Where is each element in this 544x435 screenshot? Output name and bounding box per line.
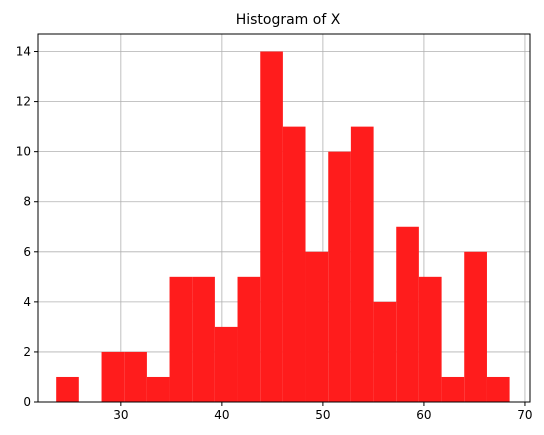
x-tick-label: 60 xyxy=(416,408,431,422)
x-tick-label: 50 xyxy=(315,408,330,422)
histogram-bar xyxy=(192,276,215,402)
histogram-bar xyxy=(56,376,79,402)
y-tick-label: 6 xyxy=(23,245,31,259)
histogram-bar xyxy=(146,376,170,402)
histogram-bar xyxy=(328,151,351,402)
histogram-bar xyxy=(101,351,125,402)
histogram-bar xyxy=(260,51,283,403)
histogram-bar xyxy=(418,276,442,402)
histogram-bar xyxy=(305,251,329,402)
histogram-bar xyxy=(373,301,397,402)
plot-frame xyxy=(37,33,531,403)
x-tick-label: 70 xyxy=(517,408,532,422)
y-tick-label: 14 xyxy=(16,45,31,59)
y-tick-label: 10 xyxy=(16,145,31,159)
histogram-bar xyxy=(396,226,419,402)
histogram-bar xyxy=(169,276,193,402)
histogram-bar xyxy=(350,126,374,402)
x-tick-label: 30 xyxy=(113,408,128,422)
histogram-bar xyxy=(124,351,147,402)
y-tick-label: 0 xyxy=(23,395,31,409)
chart-title: Histogram of X xyxy=(236,12,341,28)
x-tick-label: 40 xyxy=(214,408,229,422)
histogram-bar xyxy=(464,251,487,402)
histogram-bar xyxy=(486,376,510,402)
y-tick-label: 8 xyxy=(23,195,31,209)
y-tick-label: 12 xyxy=(16,95,31,109)
histogram-bar xyxy=(214,326,238,402)
histogram-bar xyxy=(441,376,465,402)
y-tick-label: 4 xyxy=(23,295,31,309)
ticks: 30 40 50 60 70 0 2 4 6 8 10 12 14 xyxy=(16,45,533,422)
bars xyxy=(56,51,510,403)
histogram-bar xyxy=(282,126,306,402)
histogram-bar xyxy=(237,276,261,402)
y-tick-label: 2 xyxy=(23,345,31,359)
